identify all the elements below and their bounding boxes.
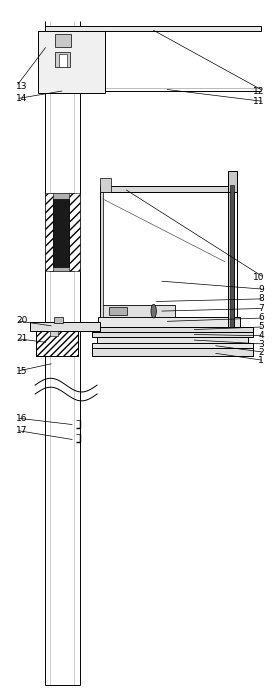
Bar [36,331,78,356]
Bar [55,34,72,47]
Text: 8: 8 [258,294,264,303]
Text: 1: 1 [258,356,264,365]
Text: 4: 4 [258,331,264,340]
Bar [38,31,105,93]
Bar [69,194,79,271]
Text: 7: 7 [258,304,264,313]
Bar [59,55,67,66]
Text: 13: 13 [16,82,28,91]
Text: 17: 17 [16,426,28,435]
Bar [30,322,100,331]
Text: 21: 21 [16,334,28,343]
Circle shape [151,304,156,318]
Bar [50,331,58,336]
Text: 16: 16 [16,414,28,422]
Bar [97,337,248,343]
Bar [109,307,127,315]
Bar [45,26,262,31]
Bar [230,185,234,327]
Bar [228,171,237,192]
Bar [92,327,253,333]
Text: 2: 2 [258,347,264,356]
Bar [228,185,234,327]
Text: 14: 14 [16,94,28,103]
Bar [49,264,74,271]
Text: 11: 11 [253,97,264,106]
Text: 15: 15 [16,367,28,376]
Bar [103,305,175,317]
Bar [98,317,240,327]
Text: 3: 3 [258,340,264,349]
Text: 9: 9 [258,284,264,294]
Bar [92,343,253,348]
Text: 12: 12 [253,87,264,96]
Bar [55,52,70,67]
Bar [100,187,237,192]
Text: 5: 5 [258,322,264,331]
Bar [36,331,78,356]
Bar [49,194,74,200]
Bar [92,348,253,356]
Bar [100,178,111,192]
Bar [92,333,253,337]
Text: 10: 10 [253,273,264,282]
Text: 20: 20 [16,316,28,325]
Bar [54,317,63,324]
Bar [100,192,103,317]
Text: 6: 6 [258,313,264,322]
Bar [45,194,53,271]
Bar [53,199,69,267]
